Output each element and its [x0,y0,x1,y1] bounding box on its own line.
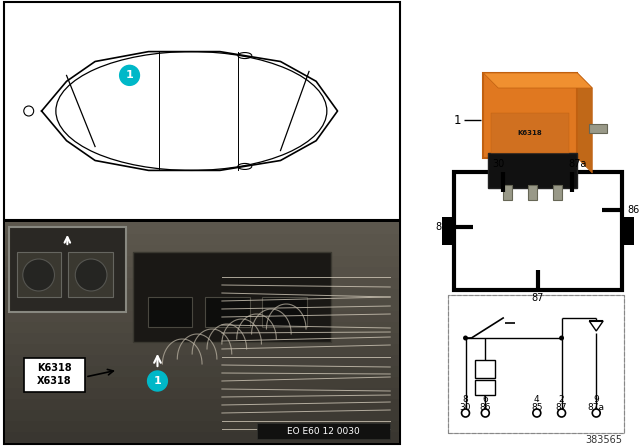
Bar [9,227,126,312]
Bar [5,310,399,322]
Text: 1: 1 [125,70,133,80]
Text: X6318: X6318 [37,376,72,386]
Bar [5,354,399,366]
Bar [5,233,399,245]
Text: 8: 8 [463,395,468,404]
Text: 86: 86 [479,402,491,412]
Text: 87a: 87a [588,402,605,412]
Circle shape [557,409,566,417]
Text: 87: 87 [556,402,567,412]
Polygon shape [483,73,592,88]
Circle shape [23,259,54,291]
Text: 30: 30 [492,159,504,169]
Bar [503,185,512,200]
Bar [622,217,634,245]
Text: 86: 86 [628,205,640,215]
Text: 383565: 383565 [586,435,623,445]
Bar [442,217,454,245]
Bar [483,73,577,158]
Bar [5,431,399,443]
Circle shape [148,371,168,391]
Text: 4: 4 [534,395,540,404]
Text: 2: 2 [559,395,564,404]
Circle shape [461,409,470,417]
Bar [205,297,250,327]
Bar [5,321,399,333]
Bar [476,380,495,395]
Bar [5,420,399,432]
Bar [447,295,624,433]
Bar [68,252,113,297]
Bar [5,332,399,344]
Bar [553,185,561,200]
Circle shape [76,259,107,291]
Text: EO E60 12 0030: EO E60 12 0030 [287,426,359,435]
Text: K6318: K6318 [37,363,72,373]
Bar [5,365,399,377]
Text: K6318: K6318 [518,130,542,136]
Bar [4,2,400,220]
Bar [528,185,537,200]
Bar [5,398,399,410]
Bar [5,266,399,278]
Circle shape [559,336,564,340]
Bar [492,113,570,153]
Bar [5,376,399,388]
Bar [5,222,399,234]
Bar [257,423,390,439]
Bar [132,252,331,342]
Bar [488,153,577,188]
Bar [17,252,61,297]
Bar [4,222,400,444]
Circle shape [463,336,468,340]
Circle shape [120,65,140,86]
Text: 30: 30 [460,402,471,412]
Text: 1: 1 [454,113,461,126]
Bar [454,172,622,290]
Bar [24,358,85,392]
Text: 9: 9 [593,395,599,404]
Text: 87a: 87a [568,159,587,169]
Circle shape [481,409,489,417]
Text: 85: 85 [531,402,543,412]
Bar [5,299,399,311]
Polygon shape [577,73,592,173]
Bar [5,244,399,256]
Bar [5,288,399,300]
Bar [148,297,192,327]
Bar [476,360,495,378]
Bar [5,387,399,399]
Bar [5,343,399,355]
Bar [5,409,399,421]
Text: 1: 1 [154,376,161,386]
Text: 87: 87 [532,293,544,303]
Circle shape [592,409,600,417]
Text: 85: 85 [436,222,448,232]
Bar [5,255,399,267]
Bar [5,277,399,289]
Bar [447,295,624,433]
Circle shape [533,409,541,417]
Text: 6: 6 [483,395,488,404]
Bar [262,297,307,327]
Bar [589,124,607,133]
